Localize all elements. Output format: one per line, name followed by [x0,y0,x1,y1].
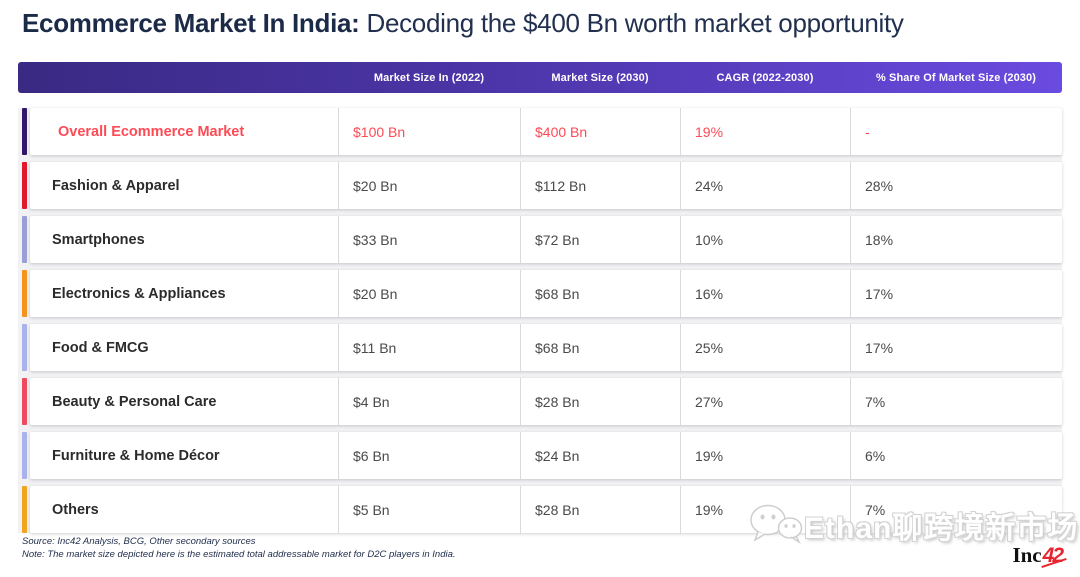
row-accent-bar [22,270,27,317]
cell-size-2022: $33 Bn [338,216,520,263]
row-card: Furniture & Home Décor $6 Bn $24 Bn 19% … [30,432,1062,479]
footnotes: Source: Inc42 Analysis, BCG, Other secon… [22,535,456,561]
table-row: Electronics & Appliances $20 Bn $68 Bn 1… [18,270,1062,317]
row-card: Others $5 Bn $28 Bn 19% 7% [30,486,1062,533]
cell-size-2030: $72 Bn [520,216,680,263]
cell-size-2022: $5 Bn [338,486,520,533]
cell-cagr: 24% [680,162,850,209]
header-cagr: CAGR (2022-2030) [716,71,814,84]
cell-share-2030: 7% [850,378,1062,425]
cell-category: Food & FMCG [52,339,149,356]
header-market-size-2022: Market Size In (2022) [373,71,485,84]
page-title: Ecommerce Market In India: Decoding the … [22,8,904,39]
table-row: Food & FMCG $11 Bn $68 Bn 25% 17% [18,324,1062,371]
cell-share-2030: 6% [850,432,1062,479]
row-accent-bar [22,432,27,479]
cell-size-2022: $6 Bn [338,432,520,479]
cell-category: Overall Ecommerce Market [58,123,245,140]
row-card: Beauty & Personal Care $4 Bn $28 Bn 27% … [30,378,1062,425]
table-body: Overall Ecommerce Market $100 Bn $400 Bn… [18,108,1062,533]
cell-category: Fashion & Apparel [52,177,180,194]
row-card: Smartphones $33 Bn $72 Bn 10% 18% [30,216,1062,263]
row-accent-bar [22,324,27,371]
table-row: Fashion & Apparel $20 Bn $112 Bn 24% 28% [18,162,1062,209]
cell-cagr: 27% [680,378,850,425]
cell-share-2030: 17% [850,324,1062,371]
cell-size-2030: $400 Bn [520,108,680,155]
page-title-regular: Decoding the $400 Bn worth market opport… [359,8,904,38]
cell-cagr: 19% [680,486,850,533]
page-title-bold: Ecommerce Market In India: [22,8,360,38]
cell-cagr: 19% [680,108,850,155]
header-market-size-2030: Market Size (2030) [551,71,649,84]
inc42-logo-suffix: 42 [1042,544,1064,567]
cell-size-2030: $28 Bn [520,486,680,533]
row-accent-bar [22,216,27,263]
cell-cagr: 25% [680,324,850,371]
row-card: Electronics & Appliances $20 Bn $68 Bn 1… [30,270,1062,317]
row-accent-bar [22,162,27,209]
table-row: Overall Ecommerce Market $100 Bn $400 Bn… [18,108,1062,155]
wechat-icon [748,500,804,550]
row-accent-bar [22,108,27,155]
row-accent-bar [22,378,27,425]
table-header-row: Market Size In (2022) Market Size (2030)… [18,62,1062,93]
table-row: Smartphones $33 Bn $72 Bn 10% 18% [18,216,1062,263]
cell-share-2030: 17% [850,270,1062,317]
cell-cagr: 19% [680,432,850,479]
cell-size-2030: $24 Bn [520,432,680,479]
cell-category: Beauty & Personal Care [52,393,217,410]
cell-category: Others [52,501,99,518]
row-accent-bar [22,486,27,533]
watermark: Ethan聊跨境新市场 [748,500,1078,550]
market-note: Note: The market size depicted here is t… [22,549,456,560]
cell-size-2030: $28 Bn [520,378,680,425]
cell-size-2022: $20 Bn [338,270,520,317]
cell-category: Electronics & Appliances [52,285,226,302]
inc42-logo: Inc42 [1012,543,1064,568]
cell-share-2030: 18% [850,216,1062,263]
cell-size-2022: $20 Bn [338,162,520,209]
table-row: Others $5 Bn $28 Bn 19% 7% [18,486,1062,533]
cell-size-2030: $112 Bn [520,162,680,209]
cell-cagr: 10% [680,216,850,263]
table-row: Furniture & Home Décor $6 Bn $24 Bn 19% … [18,432,1062,479]
cell-size-2022: $100 Bn [338,108,520,155]
cell-cagr: 16% [680,270,850,317]
table-row: Beauty & Personal Care $4 Bn $28 Bn 27% … [18,378,1062,425]
source-note: Source: Inc42 Analysis, BCG, Other secon… [22,536,256,547]
watermark-text: Ethan聊跨境新市场 [804,512,1079,545]
cell-share-2030: 28% [850,162,1062,209]
cell-size-2030: $68 Bn [520,270,680,317]
header-share-2030: % Share Of Market Size (2030) [875,71,1037,84]
cell-category: Furniture & Home Décor [52,447,220,464]
row-card: Overall Ecommerce Market $100 Bn $400 Bn… [30,108,1062,155]
cell-size-2022: $4 Bn [338,378,520,425]
cell-share-2030: - [850,108,1062,155]
inc42-logo-prefix: Inc [1012,543,1042,567]
cell-size-2022: $11 Bn [338,324,520,371]
cell-share-2030: 7% [850,486,1062,533]
row-card: Food & FMCG $11 Bn $68 Bn 25% 17% [30,324,1062,371]
row-card: Fashion & Apparel $20 Bn $112 Bn 24% 28% [30,162,1062,209]
cell-category: Smartphones [52,231,145,248]
cell-size-2030: $68 Bn [520,324,680,371]
